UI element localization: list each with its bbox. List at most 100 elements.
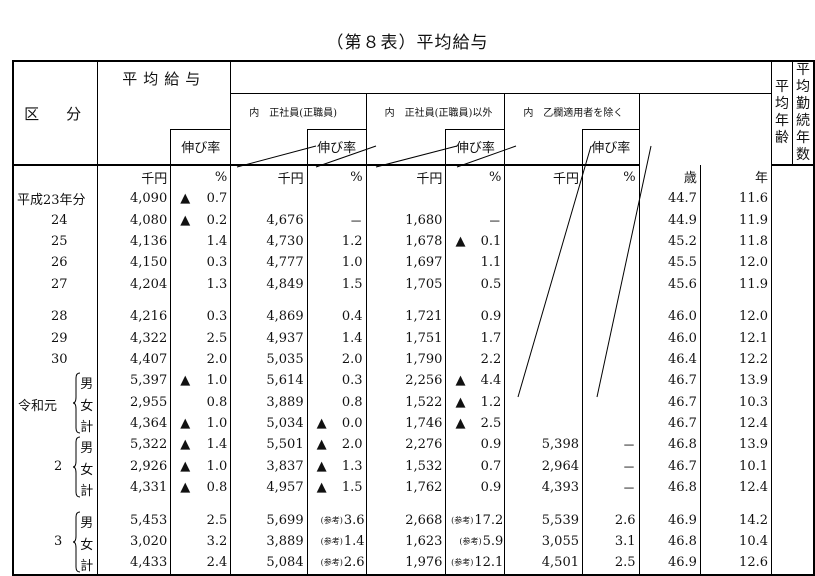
header-blank [365,129,447,166]
cell: 2,964 [504,455,583,478]
row-label: 26 [12,252,99,274]
cell: 1,762 [365,477,447,499]
decline-triangle-icon: ▲ [180,458,191,474]
table-title: （第８表）平均給与 [326,33,489,53]
spacer-cell [230,294,308,306]
cell [504,305,583,328]
cell: 5,539 [504,509,583,531]
cell: 2,668 [365,509,447,531]
cell: 12.1 [699,327,773,349]
cell: 1,678 [365,230,447,253]
sex-label: 女 [80,537,94,553]
cell: 46.0 [638,327,701,349]
cell-value: 1.2 [480,394,502,410]
cell: 0.3 [170,305,232,328]
cell: 0.3 [306,370,367,392]
era-label: 3 [54,533,63,549]
unit-cell: % [445,165,506,188]
table-row: 2 女 2,926 ▲ 1.0 3,837 ▲ 1.3 1,532 0.7 2,964 － 46.7 10… [12,436,814,498]
header-breakdown-top [230,60,772,94]
cell [581,305,640,328]
cell: 5,501 [230,434,308,456]
cell: 2.0 [306,348,367,371]
cell [581,273,640,295]
cell: 10.1 [699,455,773,478]
spacer-cell [12,294,99,306]
reference-note: (参考) [451,558,474,568]
row-label: 28 [12,305,99,328]
cell: － [445,209,506,231]
decline-triangle-icon: ▲ [455,394,466,410]
cell: (参考)1.4 [306,530,367,553]
spacer-cell [638,498,701,510]
reference-note: (参考) [320,515,343,525]
cell-value: 2.5 [480,416,502,432]
row-label: 25 [12,230,99,253]
era-label: 令和元 [18,398,58,414]
row-label-text: 24 [51,212,68,228]
unit-cell: % [170,165,232,188]
cell: 46.0 [638,305,701,328]
cell: ▲ 1.3 [306,455,367,478]
cell: 3,837 [230,455,308,478]
unit-cell: 千円 [97,165,172,188]
cell [504,252,583,274]
reference-note: (参考) [459,537,482,547]
row-label: 計 [12,477,99,499]
spacer-cell [365,498,447,510]
cell: 2,955 [97,391,172,413]
row-label-text: 25 [51,233,68,249]
era-label: 2 [54,458,63,474]
cell: 0.3 [170,252,232,274]
unit-row: 千円% 千円% 千円% 千円% 歳年 [12,165,814,188]
cell: 5,397 [97,370,172,392]
decline-triangle-icon: ▲ [455,373,466,389]
average-salary-table: 区 分 平均給与 平均 年齢 平均 勤続年数 内 正社員(正職員) 内 正社員(… [12,60,815,576]
decline-triangle-icon: ▲ [316,416,327,432]
cell: 1.4 [170,230,232,253]
decline-triangle-icon: ▲ [316,458,327,474]
header-avg-tenure: 平均 勤続年数 [792,60,815,166]
row-label: 平成23年分 [12,188,99,210]
sex-label: 男 [80,377,94,393]
cell: 2,926 [97,455,172,478]
spacer-cell [306,294,367,306]
cell-value: 1.0 [206,416,228,432]
cell: (参考)17.2 [445,509,506,531]
header-excl-otsu: 内 乙欄適用者を除く [504,92,640,130]
cell: 4,322 [97,327,172,349]
cell: 2.5 [170,509,232,531]
spacer-cell [97,498,172,510]
cell [365,188,447,210]
cell: 1.5 [306,273,367,295]
cell [581,327,640,349]
cell: ▲ 1.2 [445,391,506,413]
table-row: 計 4,433 2.4 5,084 (参考)2.6 1,976 (参考)12.1 4,501 2… [12,552,814,575]
cell [581,348,640,371]
row-label: 27 [12,273,99,295]
cell: 4,204 [97,273,172,295]
decline-triangle-icon: ▲ [455,416,466,432]
table-row: 29 4,322 2.5 4,937 1.4 1,751 1.7 46.0 12.1 [12,327,814,349]
decline-triangle-icon: ▲ [455,233,466,249]
cell: 5,034 [230,412,308,435]
sex-label: 計 [80,559,94,575]
cell: 46.4 [638,348,701,371]
row-label: 30 [12,348,99,371]
decline-triangle-icon: ▲ [180,373,191,389]
header-blank [97,129,172,166]
cell: ▲ 2.5 [445,412,506,435]
header-blank [504,129,583,166]
cell [581,252,640,274]
cell: － [306,209,367,231]
cell: 2.2 [445,348,506,371]
header-avg-salary: 平均給与 [97,60,232,130]
cell: 2.5 [170,327,232,349]
cell [504,327,583,349]
cell: 5,699 [230,509,308,531]
cell: 46.9 [638,552,701,575]
cell [504,209,583,231]
cell: 45.2 [638,230,701,253]
decline-triangle-icon: ▲ [180,212,191,228]
cell [306,188,367,210]
